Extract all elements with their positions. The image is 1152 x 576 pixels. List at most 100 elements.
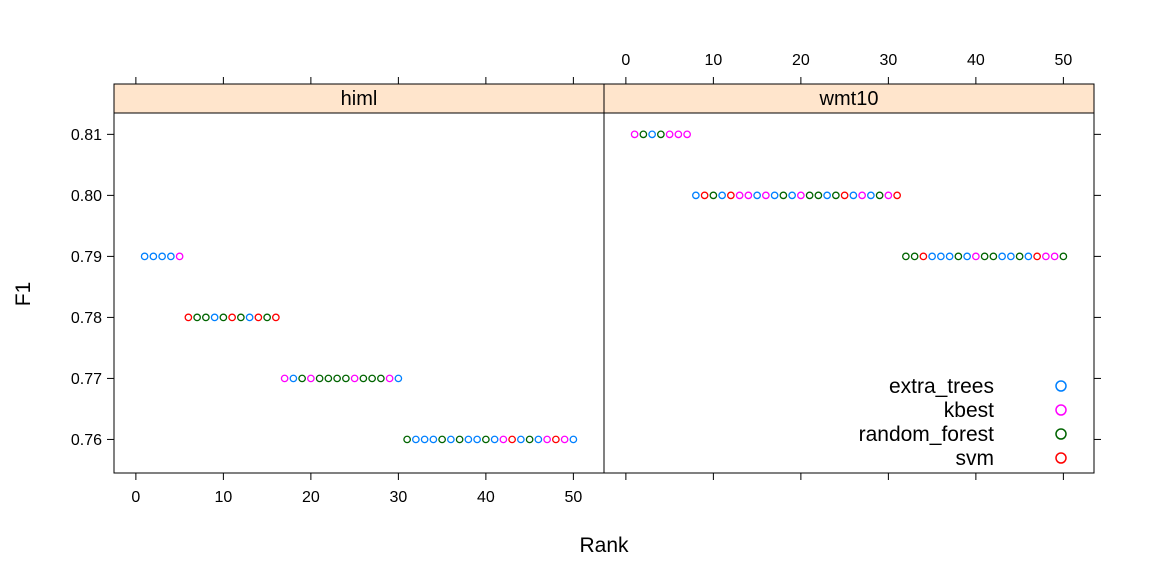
legend-label-random_forest: random_forest xyxy=(859,423,995,446)
data-point-kbest xyxy=(735,191,744,200)
data-point-kbest xyxy=(560,435,569,444)
data-point-random_forest xyxy=(263,313,271,322)
data-point-random_forest xyxy=(315,374,324,383)
data-point-extra_trees xyxy=(928,252,936,261)
data-point-random_forest xyxy=(875,191,884,200)
y-tick-label: 0.80 xyxy=(71,188,102,205)
x-tick-label: 10 xyxy=(704,52,722,69)
data-point-extra_trees xyxy=(464,435,473,444)
data-point-random_forest xyxy=(455,435,464,444)
data-point-svm xyxy=(272,313,280,322)
points-layer xyxy=(140,130,1068,444)
data-point-kbest xyxy=(972,252,980,261)
x-tick-label: 0 xyxy=(131,489,140,506)
data-point-random_forest xyxy=(910,252,919,261)
data-point-svm xyxy=(727,191,735,200)
legend-marker-random_forest xyxy=(1055,428,1067,440)
x-tick-label: 10 xyxy=(214,489,232,506)
data-point-svm xyxy=(228,313,236,322)
data-point-kbest xyxy=(280,374,289,383)
data-point-random_forest xyxy=(980,252,989,261)
y-axis-title: F1 xyxy=(12,282,35,307)
data-point-extra_trees xyxy=(473,435,481,444)
data-point-extra_trees xyxy=(788,191,796,200)
legend-marker-svm xyxy=(1055,452,1067,464)
data-point-extra_trees xyxy=(569,435,578,444)
data-point-kbest xyxy=(797,191,805,200)
data-point-kbest xyxy=(350,374,359,383)
data-point-random_forest xyxy=(438,435,446,444)
legend-label-kbest: kbest xyxy=(944,399,994,422)
data-point-extra_trees xyxy=(648,130,656,139)
data-point-random_forest xyxy=(298,374,306,383)
data-point-random_forest xyxy=(342,374,350,383)
data-point-kbest xyxy=(175,252,184,261)
data-point-extra_trees xyxy=(823,191,831,200)
data-point-random_forest xyxy=(709,191,718,200)
data-point-extra_trees xyxy=(534,435,543,444)
x-tick-label: 50 xyxy=(1054,52,1072,69)
data-point-random_forest xyxy=(368,374,376,383)
data-point-random_forest xyxy=(377,374,385,383)
data-point-random_forest xyxy=(403,435,411,444)
data-point-random_forest xyxy=(359,374,368,383)
data-point-svm xyxy=(700,191,709,200)
data-point-extra_trees xyxy=(998,252,1006,261)
data-point-random_forest xyxy=(902,252,910,261)
data-point-random_forest xyxy=(779,191,788,200)
data-point-extra_trees xyxy=(937,252,945,261)
data-point-svm xyxy=(840,191,849,200)
data-point-extra_trees xyxy=(429,435,438,444)
data-point-kbest xyxy=(665,130,674,139)
axes-layer: 0 10 20 30 40 50 0 10 20 30 40 50 0.76 0.77 0.78 0.79 0.… xyxy=(71,52,1101,506)
data-point-random_forest xyxy=(237,313,245,322)
data-point-extra_trees xyxy=(149,252,158,261)
data-point-extra_trees xyxy=(1024,252,1033,261)
x-tick-label: 40 xyxy=(477,489,495,506)
data-point-kbest xyxy=(683,130,691,139)
data-point-extra_trees xyxy=(289,374,298,383)
data-point-random_forest xyxy=(333,374,341,383)
x-tick-label: 0 xyxy=(621,52,630,69)
data-point-random_forest xyxy=(219,313,228,322)
data-point-extra_trees xyxy=(753,191,761,200)
data-point-svm xyxy=(893,191,901,200)
data-point-extra_trees xyxy=(770,191,779,200)
data-point-random_forest xyxy=(1059,252,1068,261)
y-tick-label: 0.78 xyxy=(71,310,102,327)
data-point-random_forest xyxy=(814,191,823,200)
data-point-random_forest xyxy=(639,130,648,139)
x-axis-title: Rank xyxy=(579,534,629,557)
legend-label-svm: svm xyxy=(956,447,995,470)
data-point-random_forest xyxy=(805,191,814,200)
data-point-kbest xyxy=(307,374,315,383)
x-tick-label: 40 xyxy=(967,52,985,69)
data-point-extra_trees xyxy=(420,435,429,444)
data-point-extra_trees xyxy=(447,435,455,444)
x-tick-label: 30 xyxy=(389,489,407,506)
data-point-extra_trees xyxy=(158,252,166,261)
strip-label-himl: himl xyxy=(341,88,378,110)
data-point-kbest xyxy=(499,435,508,444)
panels-layer: himl wmt10 xyxy=(113,83,1095,474)
data-point-random_forest xyxy=(193,313,201,322)
data-point-kbest xyxy=(744,191,753,200)
data-point-kbest xyxy=(762,191,770,200)
data-point-kbest xyxy=(385,374,394,383)
data-point-extra_trees xyxy=(692,191,700,200)
data-point-extra_trees xyxy=(412,435,420,444)
y-tick-label: 0.81 xyxy=(71,127,102,144)
legend-marker-kbest xyxy=(1055,404,1067,416)
data-point-random_forest xyxy=(324,374,333,383)
data-point-kbest xyxy=(543,435,551,444)
data-point-random_forest xyxy=(525,435,534,444)
data-point-extra_trees xyxy=(517,435,525,444)
data-point-random_forest xyxy=(832,191,840,200)
data-point-svm xyxy=(254,313,263,322)
legend-label-extra_trees: extra_trees xyxy=(889,375,994,398)
y-tick-label: 0.77 xyxy=(71,371,102,388)
x-tick-label: 20 xyxy=(302,489,320,506)
data-point-random_forest xyxy=(989,252,998,261)
data-point-svm xyxy=(552,435,560,444)
